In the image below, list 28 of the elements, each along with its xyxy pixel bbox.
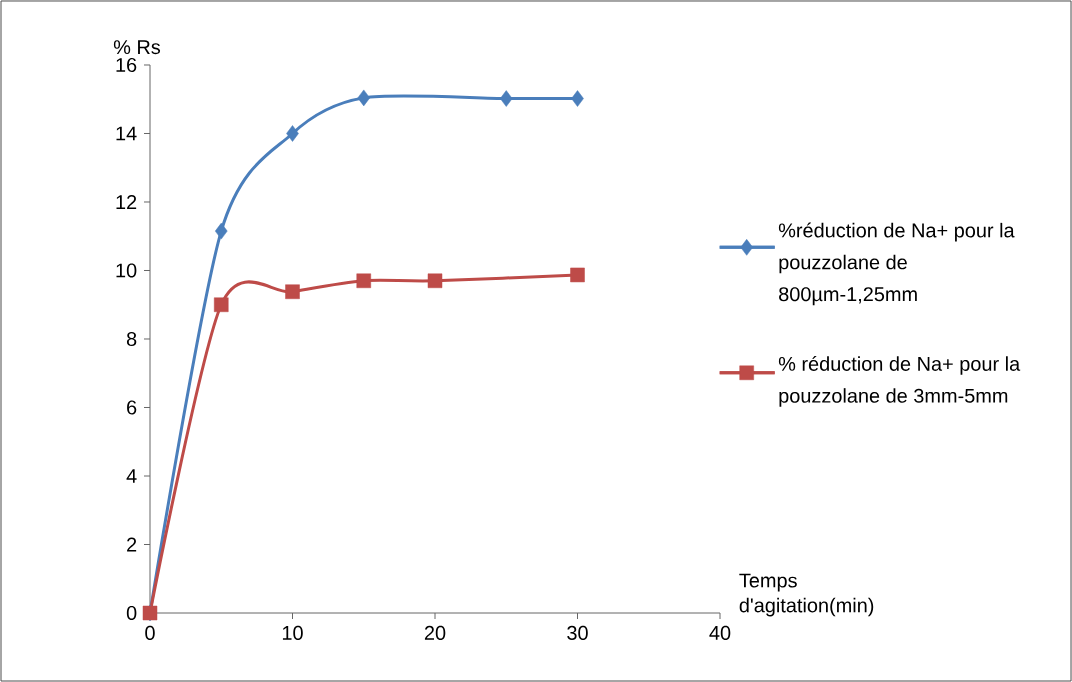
- x-tick-label: 20: [424, 625, 446, 640]
- point: [500, 90, 513, 107]
- x-tick-label: 40: [709, 625, 731, 640]
- x-tick-label: 10: [282, 625, 303, 640]
- legend-label: %réduction de Na+ pour la pouzzolane de 800µm-1,25mm: [778, 222, 1015, 306]
- y-tick-label: 0: [126, 605, 137, 621]
- x-axis-title: Temps d'agitation(min): [739, 573, 874, 617]
- y-tick-label: 10: [116, 263, 137, 278]
- point: [356, 273, 371, 289]
- point: [285, 284, 300, 299]
- y-tick-label: 12: [116, 195, 137, 209]
- point: [357, 89, 370, 107]
- point: [571, 90, 584, 107]
- legend-label: % réduction de Na+ pour la pouzzolane de 3mm-5mm: [778, 356, 1021, 407]
- point: [215, 222, 228, 240]
- y-tick-label: 8: [126, 331, 137, 347]
- y-axis-title: % Rs: [113, 40, 161, 55]
- x-tick-label: 30: [567, 625, 588, 640]
- y-tick-label: 2: [127, 537, 137, 552]
- y-tick-label: 14: [116, 126, 137, 141]
- x-tick-label: 0: [145, 625, 155, 640]
- y-tick-label: 16: [116, 57, 137, 73]
- point: [427, 273, 443, 289]
- y-tick-label: 6: [127, 400, 137, 415]
- point: [214, 297, 229, 312]
- y-tick-label: 4: [126, 469, 137, 483]
- point: [286, 125, 299, 142]
- point: [570, 267, 585, 283]
